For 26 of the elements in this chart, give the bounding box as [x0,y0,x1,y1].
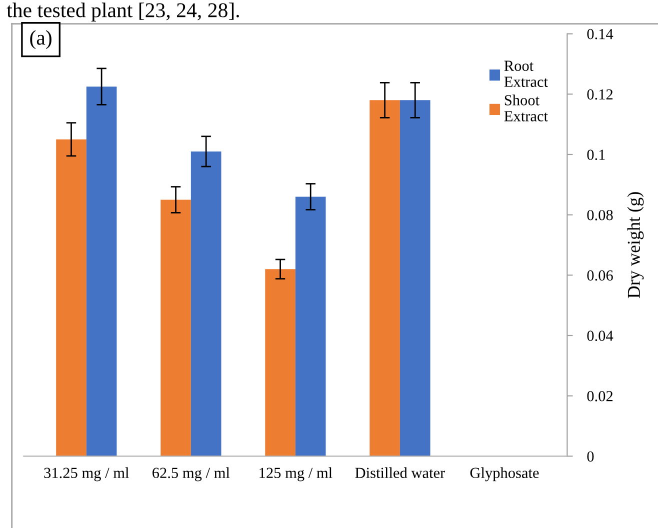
y-tick-label: 0.12 [587,89,613,100]
x-tick-label: 125 mg / ml [260,467,332,482]
x-tick-label: 31.25 mg / ml [44,467,129,482]
bar [265,269,296,456]
x-tick-label: Distilled water [355,467,446,478]
bar [86,86,117,456]
x-tick-label: 62.5 mg / ml [152,467,230,482]
bar [56,139,86,456]
bar [370,100,400,456]
legend-label: Root Extract [504,60,548,87]
bar [190,151,222,456]
y-tick-label: 0.06 [587,270,613,281]
annotation: (a) [30,30,52,50]
y-tick-label: 0.08 [587,210,613,220]
x-tick-label: Glyphosate [470,467,539,482]
legend-label: Shoot Extract [504,94,548,122]
y-tick-label: 0.02 [587,390,613,402]
bar [295,196,326,456]
y-tick-label: 0.04 [587,330,614,342]
text: the tested plant [23, 24, 28]. [6,2,239,22]
bar [400,100,430,456]
y-tick-label: 0 [587,451,594,462]
y-axis-title: Dry weight (g) [627,192,644,298]
bar [160,200,191,456]
y-tick-label: 0.14 [587,28,614,40]
y-tick-label: 0.1 [587,150,605,160]
